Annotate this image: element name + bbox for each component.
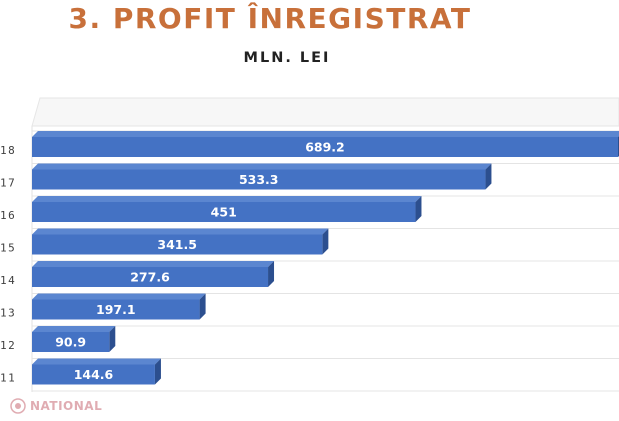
back-wall: [31, 97, 619, 127]
bar: [32, 234, 323, 255]
data-label: 277.6: [130, 270, 170, 285]
category-label: 13: [0, 307, 16, 320]
bar: [32, 332, 110, 352]
data-label: 197.1: [96, 302, 136, 317]
data-label: 451: [211, 205, 237, 220]
data-label: 144.6: [74, 367, 114, 382]
bar-side: [485, 163, 492, 190]
bar-top: [32, 261, 275, 267]
category-label: 16: [0, 209, 16, 222]
watermark-text: NATIONAL: [30, 399, 103, 413]
data-label: 90.9: [55, 335, 86, 350]
bar-side: [268, 261, 275, 287]
bar: [32, 299, 200, 320]
data-label: 341.5: [157, 237, 197, 252]
data-label: 533.3: [239, 172, 279, 187]
category-label: 12: [0, 339, 16, 352]
bar: [32, 169, 486, 190]
bar-top: [32, 358, 161, 365]
bar-side: [109, 326, 116, 352]
chart-subtitle: MLN. LEI: [243, 50, 331, 66]
bar-side: [199, 293, 206, 320]
category-label: 11: [0, 372, 16, 385]
category-label: 15: [0, 242, 16, 255]
data-label: 689.2: [305, 140, 345, 155]
national-logo-icon: [10, 398, 26, 414]
bar: [32, 267, 269, 287]
bar: [32, 364, 155, 385]
bar: [32, 137, 618, 157]
bar: [32, 202, 416, 222]
bar-side: [322, 228, 329, 255]
category-label: 17: [0, 177, 16, 190]
bar-top: [32, 131, 619, 137]
watermark: NATIONAL: [10, 398, 102, 414]
bar-side: [154, 358, 161, 385]
bar-top: [32, 228, 329, 235]
bar-top: [32, 163, 492, 170]
category-label: 14: [0, 274, 16, 287]
bar-side: [415, 196, 422, 222]
bar-top: [32, 326, 116, 332]
chart-title: 3. PROFIT ÎNREGISTRAT: [68, 2, 472, 35]
bar-top: [32, 293, 206, 300]
bar-top: [32, 196, 422, 202]
category-label: 18: [0, 144, 16, 157]
